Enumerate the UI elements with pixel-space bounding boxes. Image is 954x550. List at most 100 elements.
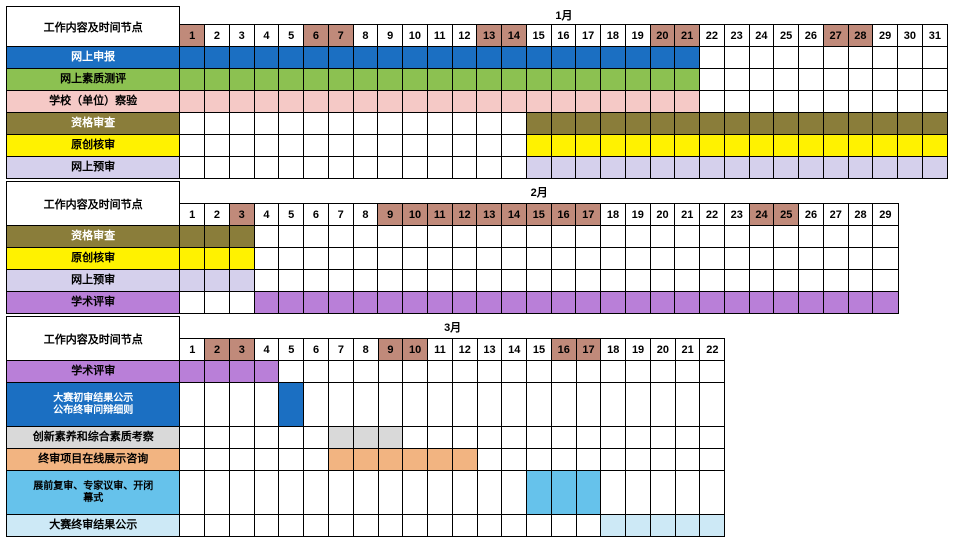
gantt-cell xyxy=(329,383,354,427)
gantt-cell xyxy=(675,270,700,292)
gantt-cell xyxy=(205,427,230,449)
day-header: 5 xyxy=(279,25,304,47)
gantt-cell xyxy=(502,427,527,449)
gantt-cell xyxy=(724,226,749,248)
gantt-cell xyxy=(452,113,477,135)
gantt-cell xyxy=(427,135,452,157)
day-header: 6 xyxy=(304,339,329,361)
gantt-cell xyxy=(873,91,898,113)
gantt-cell xyxy=(576,91,601,113)
day-header: 9 xyxy=(378,25,403,47)
gantt-cell xyxy=(328,113,353,135)
gantt-cell xyxy=(576,226,601,248)
gantt-cell xyxy=(626,449,651,471)
day-header: 15 xyxy=(527,339,552,361)
gantt-cell xyxy=(254,292,279,314)
gantt-cell xyxy=(279,383,304,427)
gantt-cell xyxy=(403,248,428,270)
gantt-cell xyxy=(254,248,279,270)
gantt-cell xyxy=(848,113,873,135)
gantt-cell xyxy=(229,47,254,69)
task-label: 学术评审 xyxy=(7,361,180,383)
gantt-cell xyxy=(576,248,601,270)
gantt-cell xyxy=(650,471,675,515)
gantt-cell xyxy=(650,427,675,449)
gantt-cell xyxy=(576,69,601,91)
month-title: 1月 xyxy=(180,7,948,25)
gantt-cell xyxy=(700,157,725,179)
gantt-cell xyxy=(254,69,279,91)
gantt-cell xyxy=(625,226,650,248)
gantt-cell xyxy=(650,515,675,537)
day-header: 14 xyxy=(502,204,527,226)
gantt-cell xyxy=(403,91,428,113)
gantt-cell xyxy=(353,135,378,157)
gantt-cell xyxy=(378,449,403,471)
gantt-cell xyxy=(403,361,428,383)
gantt-cell xyxy=(799,69,824,91)
gantt-cell xyxy=(353,361,378,383)
gantt-cell xyxy=(328,69,353,91)
gantt-cell xyxy=(724,248,749,270)
gantt-cell xyxy=(873,270,898,292)
gantt-cell xyxy=(229,248,254,270)
gantt-cell xyxy=(427,248,452,270)
gantt-cell xyxy=(675,135,700,157)
day-header: 8 xyxy=(353,339,378,361)
gantt-cell xyxy=(452,69,477,91)
gantt-cell xyxy=(650,135,675,157)
gantt-cell xyxy=(675,113,700,135)
gantt-cell xyxy=(799,292,824,314)
gantt-cell xyxy=(625,91,650,113)
gantt-cell xyxy=(675,47,700,69)
gantt-cell xyxy=(898,91,923,113)
gantt-cell xyxy=(452,135,477,157)
gantt-cell xyxy=(700,471,725,515)
gantt-cell xyxy=(650,226,675,248)
gantt-cell xyxy=(551,226,576,248)
gantt-cell xyxy=(205,157,230,179)
gantt-cell xyxy=(205,226,230,248)
task-label: 学术评审 xyxy=(7,292,180,314)
gantt-cell xyxy=(526,270,551,292)
day-header: 30 xyxy=(898,25,923,47)
gantt-cell xyxy=(551,471,576,515)
gantt-cell xyxy=(700,135,725,157)
gantt-cell xyxy=(526,248,551,270)
gantt-cell xyxy=(774,226,799,248)
gantt-cell xyxy=(304,69,329,91)
gantt-cell xyxy=(403,69,428,91)
gantt-cell xyxy=(749,270,774,292)
gantt-cell xyxy=(527,449,552,471)
day-header: 10 xyxy=(403,204,428,226)
gantt-cell xyxy=(700,361,725,383)
gantt-cell xyxy=(551,361,576,383)
gantt-cell xyxy=(502,292,527,314)
gantt-cell xyxy=(527,427,552,449)
gantt-cell xyxy=(823,226,848,248)
day-header: 11 xyxy=(428,339,453,361)
gantt-cell xyxy=(502,248,527,270)
gantt-cell xyxy=(898,69,923,91)
gantt-cell xyxy=(601,113,626,135)
gantt-cell xyxy=(403,47,428,69)
day-header: 20 xyxy=(650,25,675,47)
gantt-cell xyxy=(576,270,601,292)
gantt-cell xyxy=(328,91,353,113)
gantt-cell xyxy=(526,157,551,179)
gantt-cell xyxy=(724,157,749,179)
gantt-cell xyxy=(749,69,774,91)
gantt-cell xyxy=(378,47,403,69)
gantt-cell xyxy=(774,91,799,113)
gantt-cell xyxy=(180,226,205,248)
gantt-cell xyxy=(180,157,205,179)
gantt-cell xyxy=(452,361,477,383)
gantt-cell xyxy=(353,449,378,471)
gantt-cell xyxy=(625,157,650,179)
day-header: 4 xyxy=(254,25,279,47)
day-header: 6 xyxy=(304,204,329,226)
day-header: 18 xyxy=(601,339,626,361)
gantt-cell xyxy=(279,270,304,292)
gantt-cell xyxy=(551,427,576,449)
gantt-cell xyxy=(180,69,205,91)
